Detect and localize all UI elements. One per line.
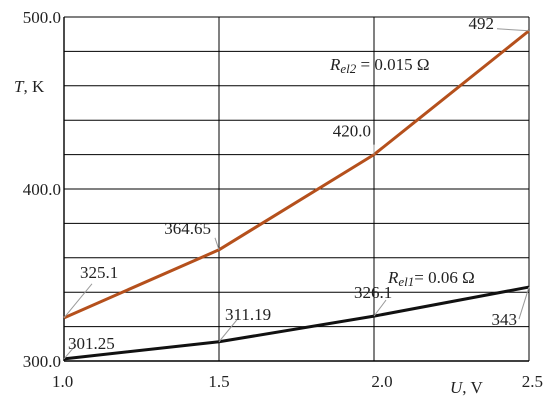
x-axis-symbol: U — [450, 378, 464, 397]
series-rel2-value: = 0.015 Ω — [356, 55, 429, 74]
leader-line — [373, 299, 387, 317]
series-rel2-symbol: R — [329, 55, 341, 74]
series-rel1-symbol: R — [387, 268, 399, 287]
y-tick-labels: 300.0 400.0 500.0 — [23, 8, 61, 371]
series-rel1-sub: el1 — [398, 274, 414, 289]
y-axis-symbol: T — [14, 77, 25, 96]
leader-line — [496, 28, 530, 32]
series-line-rel1 — [63, 285, 530, 361]
y-axis-title: T, K — [14, 77, 45, 96]
leader-line — [518, 286, 530, 320]
point-label-rel1: 326.1 — [354, 283, 392, 302]
point-labels: 325.1 364.65 420.0 492 301.25 311.19 326.1 343 — [68, 14, 517, 353]
y-axis-unit: , K — [23, 77, 45, 96]
series-rel1-value: = 0.06 Ω — [414, 268, 474, 287]
point-label-rel1: 301.25 — [68, 334, 115, 353]
leader-line — [214, 237, 220, 250]
x-axis-title: U, V — [450, 378, 483, 397]
point-label-rel2: 325.1 — [80, 263, 118, 282]
x-axis-unit: , V — [462, 378, 483, 397]
x-tick-label: 1.5 — [208, 372, 229, 391]
point-label-rel2: 364.65 — [164, 219, 211, 238]
series-line-rel2 — [63, 29, 530, 320]
y-tick-label: 300.0 — [23, 352, 61, 371]
y-tick-label: 400.0 — [23, 180, 61, 199]
point-label-rel2: 420.0 — [333, 122, 371, 141]
leader-lines — [63, 28, 530, 360]
series-lines — [63, 29, 530, 361]
y-tick-label: 500.0 — [23, 8, 61, 27]
point-label-rel1: 343 — [492, 310, 518, 329]
x-tick-label: 1.0 — [52, 372, 73, 391]
leader-line — [63, 344, 77, 360]
series-label-rel1: Rel1= 0.06 Ω — [387, 268, 475, 289]
leader-line — [63, 283, 93, 319]
x-tick-label: 2.5 — [522, 372, 543, 391]
series-label-rel2: Rel2 = 0.015 Ω — [329, 55, 430, 76]
axes — [63, 17, 530, 362]
point-label-rel2: 492 — [469, 14, 495, 33]
point-label-rel1: 311.19 — [225, 305, 271, 324]
grid — [64, 16, 529, 361]
x-tick-labels: 1.0 1.5 2.0 2.5 — [52, 372, 543, 391]
x-tick-label: 2.0 — [371, 372, 392, 391]
leader-line — [218, 319, 238, 343]
series-rel2-sub: el2 — [340, 61, 356, 76]
